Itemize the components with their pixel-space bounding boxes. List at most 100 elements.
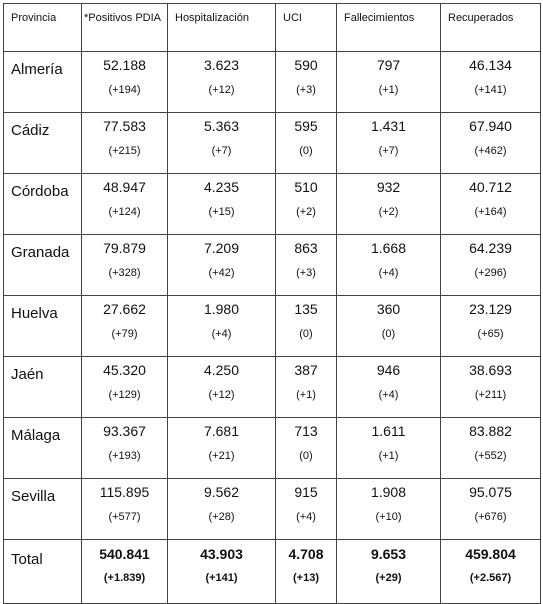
positivos-change: (+194) bbox=[108, 84, 141, 96]
uci-value: 135 bbox=[294, 301, 318, 317]
fall-value: 1.611 bbox=[371, 423, 406, 439]
recup-value: 40.712 bbox=[469, 179, 512, 195]
uci-cell: 4.708 (+13) bbox=[275, 539, 337, 604]
recup-cell: 67.940 (+462) bbox=[440, 112, 541, 174]
hosp-change: (+12) bbox=[208, 389, 235, 401]
positivos-cell: 79.879 (+328) bbox=[81, 234, 168, 296]
header-uci-label: UCI bbox=[283, 12, 302, 24]
covid-province-table: Provincia *Positivos PDIA Hospitalizació… bbox=[3, 3, 541, 604]
fall-change: (0) bbox=[381, 328, 396, 340]
uci-change: (+4) bbox=[296, 511, 316, 523]
hosp-cell: 1.980 (+4) bbox=[167, 295, 276, 357]
hosp-value: 43.903 bbox=[200, 546, 243, 562]
header-recuperados-label: Recuperados bbox=[448, 12, 514, 24]
fall-cell: 1.668 (+4) bbox=[336, 234, 441, 296]
positivos-cell: 77.583 (+215) bbox=[81, 112, 168, 174]
hosp-cell: 9.562 (+28) bbox=[167, 478, 276, 540]
positivos-cell: 48.947 (+124) bbox=[81, 173, 168, 235]
positivos-change: (+124) bbox=[108, 206, 141, 218]
positivos-change: (+1.839) bbox=[103, 572, 146, 584]
header-hospitalizacion: Hospitalización bbox=[167, 3, 276, 52]
province-name: Jaén bbox=[3, 356, 82, 418]
positivos-cell: 52.188 (+194) bbox=[81, 51, 168, 113]
fall-cell: 1.611 (+1) bbox=[336, 417, 441, 479]
positivos-value: 27.662 bbox=[103, 301, 146, 317]
recup-cell: 64.239 (+296) bbox=[440, 234, 541, 296]
fall-cell: 9.653 (+29) bbox=[336, 539, 441, 604]
positivos-value: 79.879 bbox=[103, 240, 146, 256]
recup-change: (+65) bbox=[477, 328, 504, 340]
positivos-cell: 93.367 (+193) bbox=[81, 417, 168, 479]
hosp-value: 4.235 bbox=[203, 179, 240, 195]
uci-change: (+3) bbox=[296, 84, 316, 96]
hosp-cell: 5.363 (+7) bbox=[167, 112, 276, 174]
hosp-value: 7.209 bbox=[203, 240, 240, 256]
hosp-value: 1.980 bbox=[203, 301, 240, 317]
header-uci: UCI bbox=[275, 3, 337, 52]
fall-change: (+10) bbox=[375, 511, 402, 523]
recup-cell: 23.129 (+65) bbox=[440, 295, 541, 357]
fall-value: 1.668 bbox=[370, 240, 407, 256]
hosp-value: 5.363 bbox=[203, 118, 240, 134]
province-name: Total bbox=[3, 539, 82, 604]
table-row: Córdoba 48.947 (+124) 4.235 (+15) 510 (+2) … bbox=[3, 173, 541, 235]
recup-cell: 46.134 (+141) bbox=[440, 51, 541, 113]
uci-value: 387 bbox=[294, 362, 318, 378]
positivos-value: 115.895 bbox=[99, 484, 150, 500]
positivos-cell: 540.841 (+1.839) bbox=[81, 539, 168, 604]
header-row: Provincia *Positivos PDIA Hospitalizació… bbox=[3, 3, 541, 52]
hosp-value: 7.681 bbox=[203, 423, 240, 439]
header-hospitalizacion-label: Hospitalización bbox=[175, 12, 249, 24]
positivos-cell: 115.895 (+577) bbox=[81, 478, 168, 540]
positivos-change: (+79) bbox=[111, 328, 138, 340]
uci-cell: 863 (+3) bbox=[275, 234, 337, 296]
hosp-change: (+15) bbox=[208, 206, 235, 218]
uci-cell: 713 (0) bbox=[275, 417, 337, 479]
hosp-cell: 43.903 (+141) bbox=[167, 539, 276, 604]
recup-value: 67.940 bbox=[469, 118, 512, 134]
fall-value: 932 bbox=[376, 179, 401, 195]
recup-cell: 95.075 (+676) bbox=[440, 478, 541, 540]
header-positivos: *Positivos PDIA bbox=[81, 3, 168, 52]
header-fallecimientos-label: Fallecimientos bbox=[344, 12, 415, 24]
header-provincia: Provincia bbox=[3, 3, 82, 52]
uci-change: (+1) bbox=[296, 389, 316, 401]
uci-cell: 510 (+2) bbox=[275, 173, 337, 235]
table-row: Granada 79.879 (+328) 7.209 (+42) 863 (+3) … bbox=[3, 234, 541, 296]
hosp-cell: 4.235 (+15) bbox=[167, 173, 276, 235]
header-fallecimientos: Fallecimientos bbox=[336, 3, 441, 52]
province-name: Córdoba bbox=[3, 173, 82, 235]
positivos-cell: 45.320 (+129) bbox=[81, 356, 168, 418]
recup-value: 95.075 bbox=[469, 484, 512, 500]
positivos-value: 540.841 bbox=[99, 546, 150, 562]
uci-cell: 595 (0) bbox=[275, 112, 337, 174]
province-name: Huelva bbox=[3, 295, 82, 357]
hosp-change: (+28) bbox=[208, 511, 235, 523]
fall-cell: 1.431 (+7) bbox=[336, 112, 441, 174]
fall-change: (+29) bbox=[375, 572, 402, 584]
hosp-cell: 4.250 (+12) bbox=[167, 356, 276, 418]
table-row: Málaga 93.367 (+193) 7.681 (+21) 713 (0) 1.… bbox=[3, 417, 541, 479]
total-row: Total 540.841 (+1.839) 43.903 (+141) 4.708… bbox=[3, 539, 541, 604]
fall-value: 946 bbox=[376, 362, 401, 378]
fall-value: 1.431 bbox=[370, 118, 407, 134]
uci-change: (0) bbox=[299, 450, 313, 462]
recup-change: (+141) bbox=[474, 84, 507, 96]
uci-cell: 590 (+3) bbox=[275, 51, 337, 113]
hosp-change: (+42) bbox=[208, 267, 235, 279]
positivos-value: 93.367 bbox=[103, 423, 146, 439]
uci-change: (0) bbox=[299, 145, 313, 157]
recup-change: (+2.567) bbox=[469, 572, 512, 584]
fall-cell: 360 (0) bbox=[336, 295, 441, 357]
uci-value: 590 bbox=[294, 57, 318, 73]
fall-change: (+1) bbox=[378, 450, 399, 462]
fall-change: (+2) bbox=[378, 206, 399, 218]
hosp-value: 3.623 bbox=[203, 57, 240, 73]
fall-value: 1.908 bbox=[370, 484, 407, 500]
table-row: Almería 52.188 (+194) 3.623 (+12) 590 (+3) … bbox=[3, 51, 541, 113]
hosp-cell: 7.209 (+42) bbox=[167, 234, 276, 296]
recup-change: (+552) bbox=[474, 450, 507, 462]
table-row: Cádiz 77.583 (+215) 5.363 (+7) 595 (0) 1.43… bbox=[3, 112, 541, 174]
recup-value: 459.804 bbox=[465, 546, 516, 562]
recup-change: (+462) bbox=[474, 145, 507, 157]
